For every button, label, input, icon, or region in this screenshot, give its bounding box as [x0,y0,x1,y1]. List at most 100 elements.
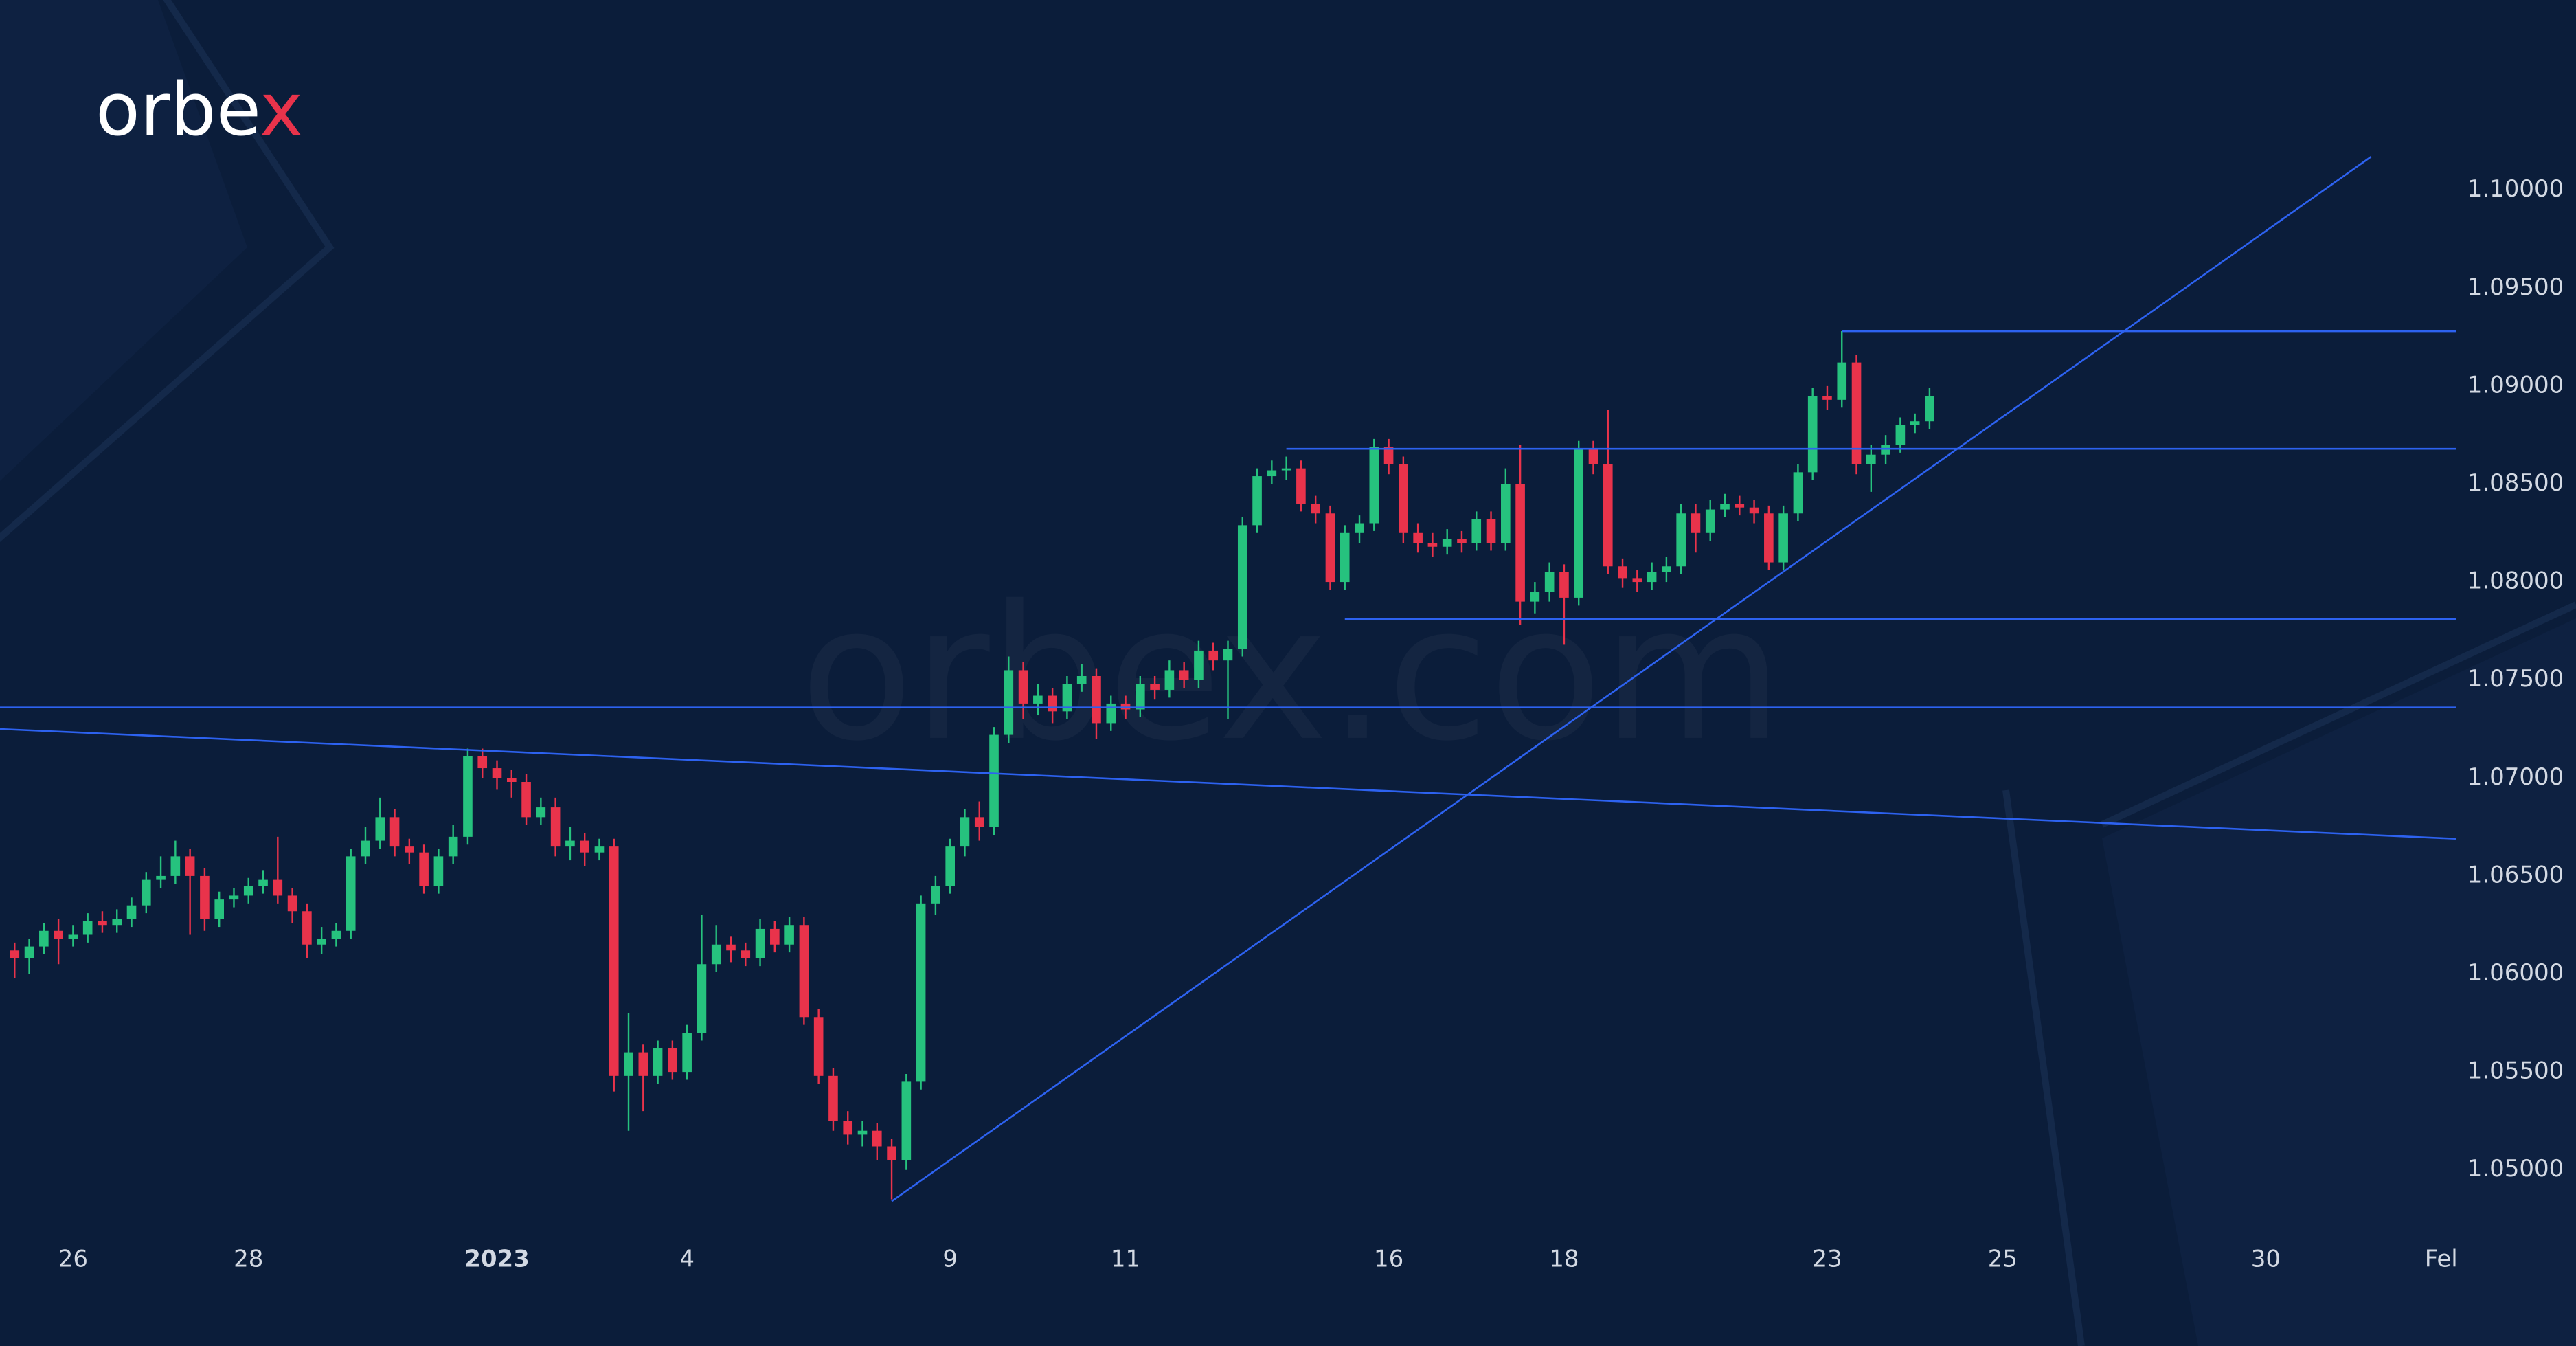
x-tick-label: 28 [234,1246,263,1273]
candle-body [1676,513,1686,567]
candle-body [1807,396,1818,473]
candle-body [302,911,312,945]
candle-body [1764,513,1774,563]
candle-body [214,899,225,919]
y-tick-label: 1.05500 [2467,1057,2564,1085]
candle-body [1866,454,1876,464]
decoration [0,0,247,481]
candle-body [1267,470,1277,477]
candle-body [1296,468,1306,504]
candle-body [433,856,444,886]
candle-body [1647,572,1657,583]
candle-body [1486,519,1496,543]
x-tick-label: 4 [679,1246,694,1273]
candle-body [931,886,940,904]
candle-body [258,879,268,886]
candle-body [477,756,488,769]
candle-body [1910,421,1920,425]
candle-body [741,950,751,958]
candle-body [331,930,341,939]
plot-area: 1.05000 1.05500 1.06000 1.06500 1.07000 1.075… [0,156,2564,1273]
candle-body [799,925,809,1018]
candle-body [1136,684,1145,710]
candle-body [1735,504,1745,508]
candle-body [200,875,210,919]
candle-body [463,756,473,837]
logo-main: orbe [95,67,260,152]
x-tick-label: 25 [1988,1246,2018,1273]
watermark: orbex.com [800,565,1783,782]
x-tick-label: 11 [1111,1246,1140,1273]
candle-body [170,856,181,876]
candle-body [1194,650,1204,680]
candle-body [1237,525,1247,649]
candle-body [419,852,429,886]
candle-body [1515,484,1525,602]
candle-body [361,840,370,857]
candle-body [1311,504,1320,514]
candle-body [1383,447,1394,464]
candle-body [945,846,955,886]
candle-body [668,1048,677,1073]
candle-body [1544,572,1555,592]
candle-body [1457,539,1467,543]
candle-body [1179,670,1189,680]
candle-body [989,734,999,827]
candle-body [1120,703,1131,710]
candle-body [1749,507,1759,514]
candle-body [1895,425,1906,445]
candle-body [857,1130,868,1135]
candle-body [1413,532,1423,543]
candle-body [784,925,794,945]
candle-body [1150,684,1160,690]
candle-body [1076,675,1087,684]
candle-body [126,905,137,919]
candle-body [1632,578,1642,583]
candle-body [141,879,151,906]
candle-body [1705,509,1715,533]
candle-body [156,875,166,880]
logo: orbex [95,67,303,152]
candle-body [1062,684,1072,712]
y-tick-label: 1.06500 [2467,861,2564,888]
candle-body [1048,695,1057,712]
candle-body [682,1033,692,1073]
candle-body [229,895,239,900]
candle-body [506,778,517,783]
candle-body [1018,670,1028,704]
candle-body [287,895,297,912]
trend-line [0,728,2456,840]
candle-body [697,964,707,1033]
candle-body [1252,476,1262,526]
candle-body [1574,449,1584,598]
y-tick-label: 1.06000 [2467,959,2564,987]
candle-body [624,1052,633,1076]
decoration [2102,618,2576,1346]
candle-body [1618,566,1627,579]
candle-body [1662,566,1671,572]
candle-body [521,782,531,818]
candle-body [536,807,546,818]
candle-body [828,1075,838,1121]
x-tick-label: 16 [1374,1246,1403,1273]
candle-body [638,1052,648,1076]
candle-body [1793,472,1803,514]
x-tick-label: 23 [1812,1246,1842,1273]
candle-body [185,856,195,876]
candle-body [1106,703,1116,724]
candle-body [711,944,721,965]
candle-body [68,934,78,939]
y-tick-label: 1.10000 [2467,175,2564,203]
candle-body [1033,695,1043,704]
y-tick-label: 1.09500 [2467,273,2564,301]
logo-accent: x [260,67,303,152]
y-tick-label: 1.07000 [2467,763,2564,791]
candle-body [1603,464,1613,567]
candle-body [1837,362,1847,400]
candle-body [1340,532,1350,583]
x-tick-label: 18 [1549,1246,1579,1273]
candle-body [273,879,283,896]
candle-body [1355,523,1364,533]
